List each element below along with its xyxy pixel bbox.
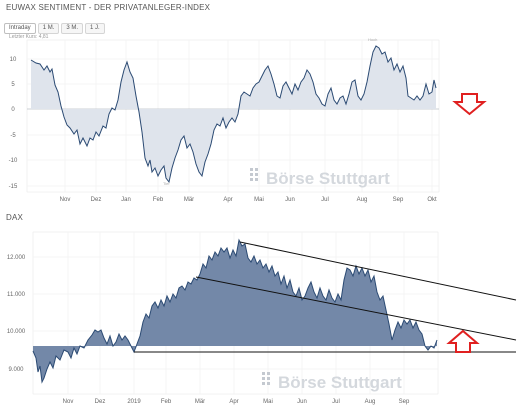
sentiment-x-tick: Apr <box>223 197 232 203</box>
sentiment-y-tick: -5 <box>10 133 16 139</box>
sentiment-y-tick: 5 <box>11 82 15 88</box>
dax-line <box>32 238 438 384</box>
dax-x-tick: Apr <box>229 399 238 405</box>
dax-x-tick: Sep <box>399 399 410 405</box>
dax-x-tick: Nov <box>63 399 74 405</box>
sentiment-y-tick: 10 <box>10 57 17 63</box>
sentiment-x-tick: Jan <box>121 197 131 203</box>
sentiment-y-tick: -15 <box>9 184 18 190</box>
sentiment-chart: Börse Stuttgart Hoch Tief 10 5 0 -5 -10 … <box>9 37 440 203</box>
dax-y-tick: 12.000 <box>7 255 26 261</box>
tab-intraday[interactable]: Intraday <box>4 23 36 34</box>
up-arrow-icon <box>446 329 480 353</box>
dax-x-tick: Aug <box>365 399 376 405</box>
sentiment-x-tick: Mär <box>184 197 194 203</box>
sentiment-y-tick: 0 <box>11 107 15 113</box>
sentiment-x-tick: Jun <box>285 197 295 203</box>
down-arrow-icon <box>452 93 487 116</box>
dax-x-tick: Jul <box>332 399 340 405</box>
trend-lines <box>134 241 517 353</box>
sentiment-area <box>31 46 436 182</box>
upper-trend-line <box>239 241 517 301</box>
sentiment-x-tick: Nov <box>60 197 71 203</box>
high-marker: Hoch <box>368 37 377 42</box>
sentiment-x-tick: Feb <box>153 197 164 203</box>
dax-watermark: Börse Stuttgart <box>278 373 402 392</box>
sentiment-x-tick: Aug <box>357 197 368 203</box>
sentiment-x-tick: Mai <box>254 197 264 203</box>
dax-chart: Börse Stuttgart 12.000 11.000 10.000 9.0… <box>7 231 517 405</box>
tab-1-month[interactable]: 1 M. <box>37 23 60 34</box>
middle-trend-line <box>195 276 517 341</box>
dax-y-tick: 9.000 <box>8 367 24 373</box>
sentiment-x-tick: Okt <box>427 197 437 203</box>
sentiment-chart-title: EUWAX SENTIMENT - DER PRIVATANLEGER-INDE… <box>6 3 211 12</box>
dax-chart-title: DAX <box>6 213 24 222</box>
sentiment-watermark: Börse Stuttgart <box>266 169 390 188</box>
dax-x-tick: Mai <box>263 399 273 405</box>
dax-x-tick: Feb <box>161 399 172 405</box>
dax-x-tick: Mär <box>195 399 205 405</box>
tab-3-months[interactable]: 3 M. <box>61 23 84 34</box>
last-price-label: Letzter Kurs: 4,81 <box>9 34 49 40</box>
boerse-logo-icon <box>262 372 270 385</box>
period-tabs: Intraday 1 M. 3 M. 1 J. <box>4 23 105 34</box>
boerse-logo-icon <box>250 168 258 181</box>
dax-y-tick: 11.000 <box>7 292 26 298</box>
sentiment-y-tick: -10 <box>9 158 18 164</box>
dax-y-tick: 10.000 <box>7 329 26 335</box>
dax-x-tick: Dez <box>95 399 106 405</box>
dax-x-tick: Jun <box>297 399 307 405</box>
sentiment-x-tick: Dez <box>91 197 102 203</box>
dax-x-tick: 2019 <box>127 399 141 405</box>
sentiment-x-tick: Jul <box>321 197 329 203</box>
sentiment-x-tick: Sep <box>393 197 404 203</box>
dax-area <box>33 240 437 382</box>
sentiment-line <box>30 45 437 184</box>
low-marker: Tief <box>163 181 170 186</box>
tab-1-year[interactable]: 1 J. <box>85 23 105 34</box>
